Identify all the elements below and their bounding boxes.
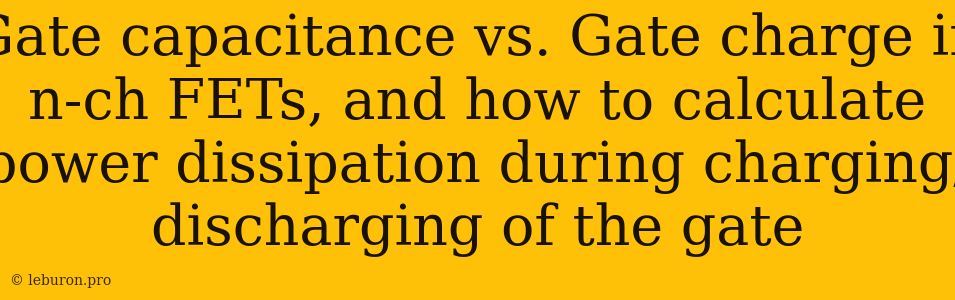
Text: Gate capacitance vs. Gate charge in
n-ch FETs, and how to calculate
power dissip: Gate capacitance vs. Gate charge in n-ch… xyxy=(0,13,955,257)
Text: © leburon.pro: © leburon.pro xyxy=(10,274,111,288)
